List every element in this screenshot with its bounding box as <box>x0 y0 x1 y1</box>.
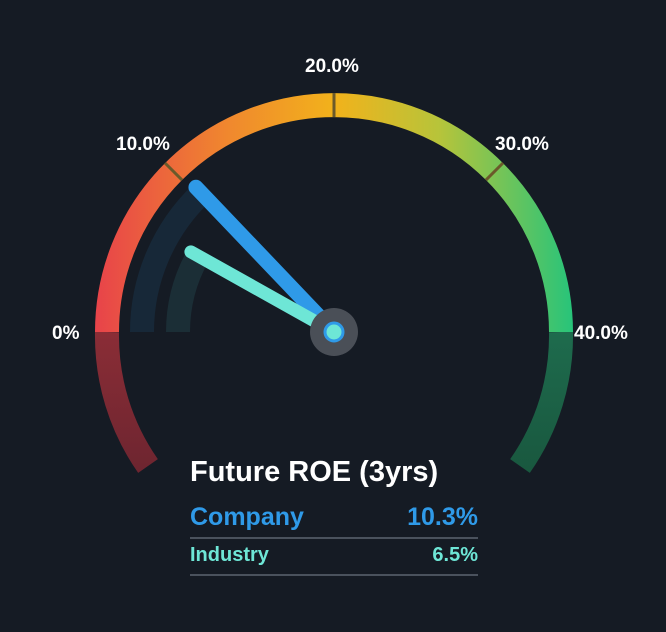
company-value-track <box>130 184 210 333</box>
company-needle <box>188 179 342 340</box>
overflow-zone-arc <box>510 331 574 473</box>
gauge-ticks <box>163 93 505 182</box>
legend-row-industry: Industry 6.5% <box>190 539 478 576</box>
legend: Future ROE (3yrs) Company 10.3% Industry… <box>190 450 478 576</box>
industry-label: Industry <box>190 544 269 566</box>
legend-row-company: Company 10.3% <box>190 494 478 539</box>
industry-value: 6.5% <box>432 544 478 566</box>
tick-label-0: 0% <box>52 323 80 344</box>
tick-label-30: 30.0% <box>495 134 549 155</box>
industry-needle <box>184 245 341 339</box>
tick-label-10: 10.0% <box>116 134 170 155</box>
gauge-tick-10 <box>163 161 184 182</box>
gauge-tick-30 <box>484 161 505 182</box>
negative-zone-arc <box>94 331 158 473</box>
company-value: 10.3% <box>407 503 478 531</box>
tick-label-20: 20.0% <box>305 56 359 77</box>
chart-title: Future ROE (3yrs) <box>190 456 439 488</box>
industry-value-track <box>166 249 209 333</box>
company-label: Company <box>190 503 304 531</box>
needle-hub-inner <box>323 321 345 343</box>
tick-label-40: 40.0% <box>574 323 628 344</box>
